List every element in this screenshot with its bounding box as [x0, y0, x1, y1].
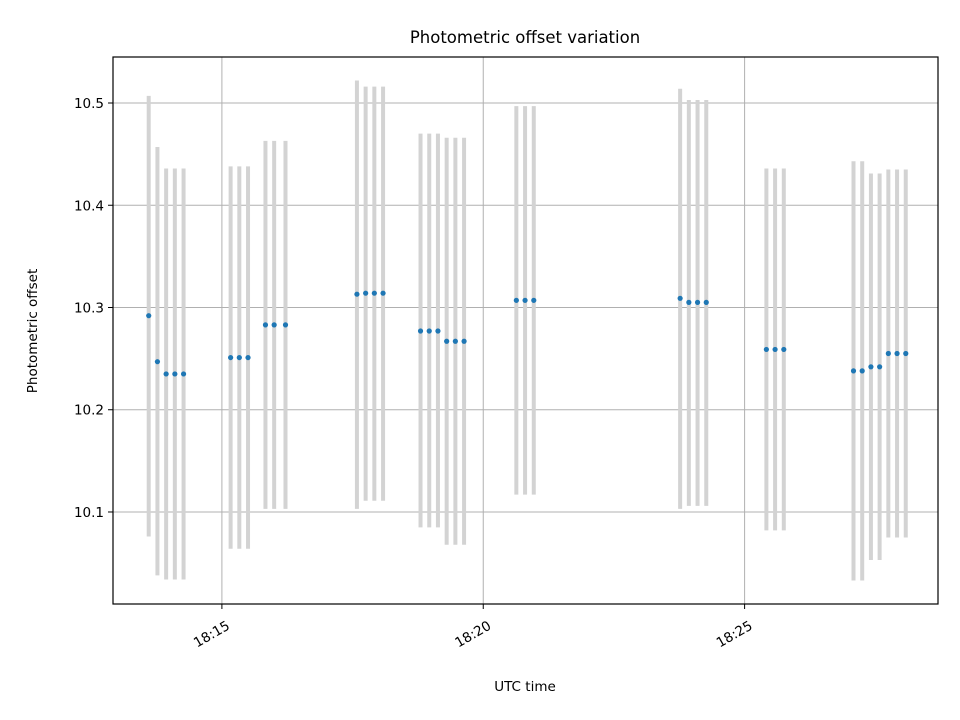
data-point — [146, 313, 152, 319]
data-points — [146, 290, 909, 377]
data-point — [363, 290, 369, 296]
plot-area-frame — [112, 56, 939, 605]
data-point — [763, 346, 769, 353]
y-tick-label: 10.1 — [74, 505, 104, 521]
data-point — [522, 297, 528, 303]
data-point — [781, 346, 787, 353]
data-point — [877, 364, 883, 370]
data-point — [262, 322, 269, 328]
data-point — [154, 359, 161, 365]
data-point — [380, 290, 386, 296]
data-point — [859, 368, 865, 374]
data-point — [371, 290, 377, 296]
y-tick-label: 10.4 — [74, 198, 104, 214]
data-point — [513, 297, 519, 303]
chart-title: Photometric offset variation — [410, 28, 640, 47]
data-point — [236, 354, 242, 361]
data-point — [850, 368, 857, 374]
y-axis-ticks: 10.1 10.2 10.3 10.4 10.5 — [74, 96, 113, 521]
data-point — [903, 350, 909, 357]
data-point — [885, 350, 891, 357]
data-point — [426, 328, 432, 334]
data-point — [163, 371, 169, 377]
data-point — [686, 299, 692, 305]
data-point — [444, 338, 450, 344]
y-tick-label: 10.5 — [74, 96, 104, 112]
data-point — [417, 328, 424, 334]
data-point — [172, 371, 178, 377]
data-point — [435, 328, 441, 334]
data-point — [180, 371, 187, 377]
data-point — [894, 350, 900, 357]
data-point — [772, 346, 778, 353]
data-point — [354, 291, 360, 297]
data-point — [452, 338, 458, 344]
data-point — [868, 364, 874, 370]
data-point — [282, 322, 289, 328]
data-point — [694, 299, 701, 305]
data-point — [531, 297, 537, 303]
data-point — [245, 354, 251, 361]
data-point — [271, 322, 277, 328]
data-point — [228, 354, 234, 361]
data-point — [703, 299, 709, 305]
data-point — [461, 338, 467, 344]
y-tick-label: 10.2 — [74, 403, 104, 419]
data-point — [677, 295, 683, 301]
y-axis-label: Photometric offset — [25, 269, 41, 393]
y-tick-label: 10.3 — [74, 300, 104, 316]
x-axis-label: UTC time — [494, 679, 556, 695]
